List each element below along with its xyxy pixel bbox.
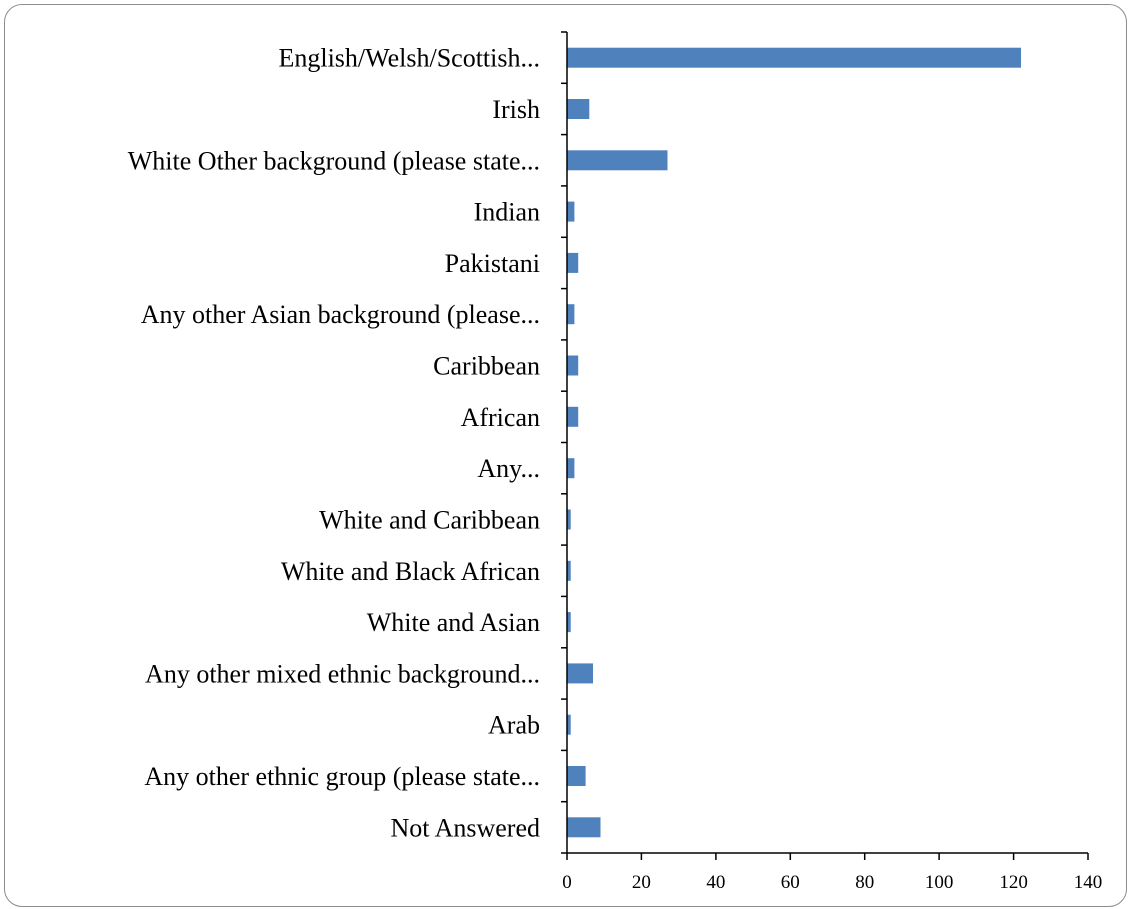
category-label: African bbox=[461, 403, 540, 432]
category-label: White and Black African bbox=[281, 557, 540, 586]
x-tick-labels: 0 20 40 60 80 100 120 140 bbox=[562, 872, 1102, 893]
category-label: Any other ethnic group (please state... bbox=[144, 762, 540, 791]
bar bbox=[567, 714, 571, 735]
category-labels: English/Welsh/Scottish... Irish White Othe… bbox=[128, 44, 540, 843]
x-tick-label: 80 bbox=[855, 872, 874, 893]
chart-frame bbox=[4, 4, 1127, 907]
category-label: Any... bbox=[477, 454, 540, 483]
bar bbox=[567, 252, 579, 273]
x-tick-label: 100 bbox=[925, 872, 954, 893]
category-label: Any other Asian background (please... bbox=[141, 300, 540, 329]
category-label: Arab bbox=[488, 711, 540, 740]
x-tick-label: 20 bbox=[632, 872, 651, 893]
category-label: Any other mixed ethnic background... bbox=[145, 659, 540, 688]
bar bbox=[567, 201, 575, 222]
bar bbox=[567, 458, 575, 479]
bar bbox=[567, 560, 571, 581]
bar bbox=[567, 766, 586, 786]
category-label: Not Answered bbox=[391, 813, 540, 842]
bar bbox=[567, 99, 590, 119]
category-label: White and Caribbean bbox=[319, 506, 540, 535]
bar bbox=[567, 663, 593, 684]
category-label: English/Welsh/Scottish... bbox=[278, 44, 540, 73]
bar bbox=[567, 304, 575, 325]
category-label: Caribbean bbox=[433, 352, 540, 381]
bar bbox=[567, 817, 601, 838]
bar bbox=[567, 355, 579, 376]
bars-group bbox=[567, 47, 1021, 838]
bar bbox=[567, 406, 579, 427]
axes-group bbox=[561, 31, 1089, 860]
category-label: Pakistani bbox=[445, 249, 540, 278]
category-label: White Other background (please state... bbox=[128, 146, 540, 175]
category-label: Irish bbox=[492, 95, 540, 124]
bar bbox=[567, 509, 571, 530]
bar bbox=[567, 150, 668, 171]
bar bbox=[567, 47, 1021, 68]
x-tick-label: 40 bbox=[706, 872, 725, 893]
x-tick-label: 140 bbox=[1074, 872, 1103, 893]
x-tick-label: 0 bbox=[562, 872, 572, 893]
category-label: White and Asian bbox=[367, 608, 540, 637]
x-tick-label: 60 bbox=[781, 872, 800, 893]
category-label: Indian bbox=[474, 198, 540, 227]
bar bbox=[567, 612, 571, 633]
x-tick-label: 120 bbox=[999, 872, 1028, 893]
